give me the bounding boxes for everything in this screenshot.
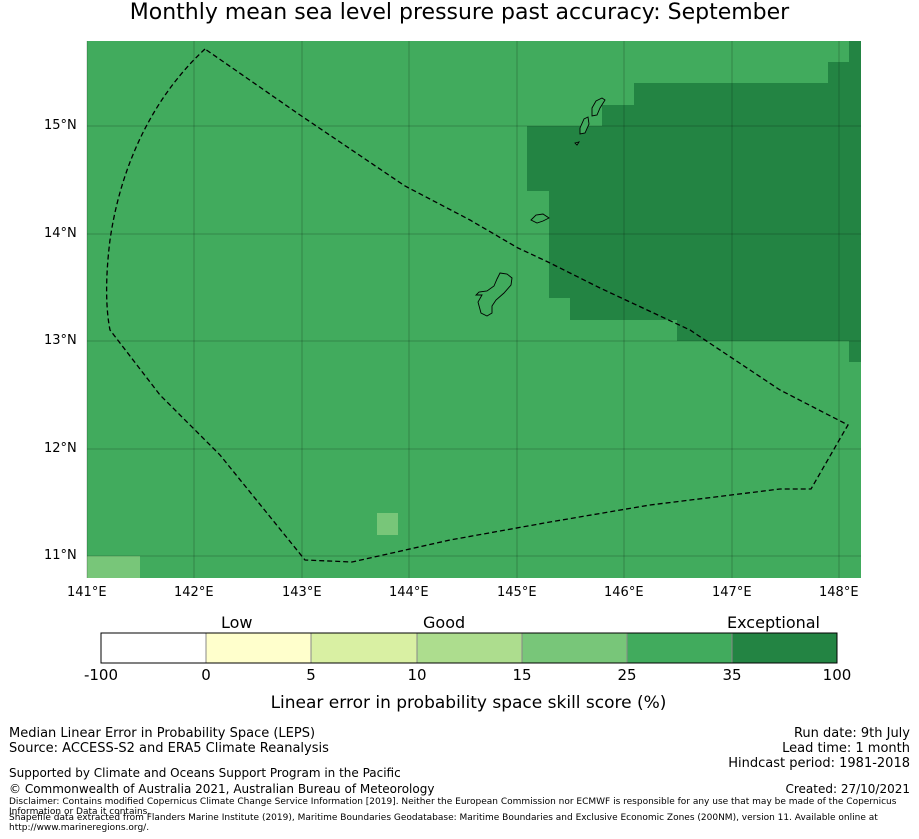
colorbar-box-1 [205, 632, 312, 664]
lat-label-12: 12°N [44, 441, 77, 456]
lon-label-143: 143°E [282, 585, 322, 600]
lon-label-146: 146°E [604, 585, 644, 600]
map-gridlines [86, 41, 861, 578]
footer-shapefile: Shapefile data extracted from Flanders M… [9, 813, 878, 833]
island-guam [474, 272, 513, 317]
colorbar-box-4 [521, 632, 628, 664]
footer-copyright: © Commonwealth of Australia 2021, Austra… [9, 782, 435, 796]
island-saipan [591, 97, 606, 117]
light-cell-sw [87, 556, 140, 578]
colorbar-tick: 5 [306, 666, 316, 684]
colorbar-box-5 [626, 632, 733, 664]
colorbar-tick: -100 [83, 666, 119, 684]
lon-label-142: 142°E [174, 585, 214, 600]
colorbar-box-6 [731, 632, 838, 664]
colorbar-box-3 [416, 632, 523, 664]
lon-label-141: 141°E [67, 585, 107, 600]
colorbar-category-good: Good [423, 613, 466, 632]
footer-source: Source: ACCESS-S2 and ERA5 Climate Reana… [9, 741, 329, 756]
lat-label-13: 13°N [44, 333, 77, 348]
footer-run-date: Run date: 9th July [793, 726, 910, 741]
colorbar [100, 632, 838, 664]
light-cell-center [377, 513, 398, 535]
island-rota [530, 213, 550, 224]
lat-label-15: 15°N [44, 118, 77, 133]
footer-created: Created: 27/10/2021 [785, 782, 910, 796]
exceptional-region [527, 41, 861, 362]
page-title: Monthly mean sea level pressure past acc… [129, 0, 790, 25]
island-aguijan [574, 141, 581, 146]
footer-disclaimer: Disclaimer: Contains modified Copernicus… [9, 797, 897, 817]
footer-leps: Median Linear Error in Probability Space… [9, 726, 316, 741]
lon-label-147: 147°E [712, 585, 752, 600]
lon-label-144: 144°E [389, 585, 429, 600]
eez-boundary [105, 48, 849, 563]
colorbar-tick: 35 [722, 666, 742, 684]
colorbar-tick: 15 [512, 666, 532, 684]
island-tinian [579, 116, 590, 135]
footer-lead-time: Lead time: 1 month [782, 741, 910, 756]
colorbar-tick: 25 [617, 666, 637, 684]
colorbar-category-low: Low [221, 613, 253, 632]
colorbar-category-exceptional: Exceptional [727, 613, 820, 632]
colorbar-tick: 100 [822, 666, 852, 684]
lon-label-148: 148°E [819, 585, 859, 600]
colorbar-label: Linear error in probability space skill … [270, 693, 667, 713]
lat-label-14: 14°N [44, 226, 77, 241]
lat-label-11: 11°N [44, 548, 77, 563]
colorbar-tick: 10 [407, 666, 427, 684]
colorbar-frame [100, 632, 838, 664]
footer-hindcast: Hindcast period: 1981-2018 [728, 756, 910, 771]
colorbar-box-2 [310, 632, 418, 664]
colorbar-box-0 [100, 632, 207, 664]
colorbar-tick: 0 [201, 666, 211, 684]
footer-supported: Supported by Climate and Oceans Support … [9, 766, 401, 780]
islands [474, 97, 606, 317]
lon-label-145: 145°E [497, 585, 537, 600]
